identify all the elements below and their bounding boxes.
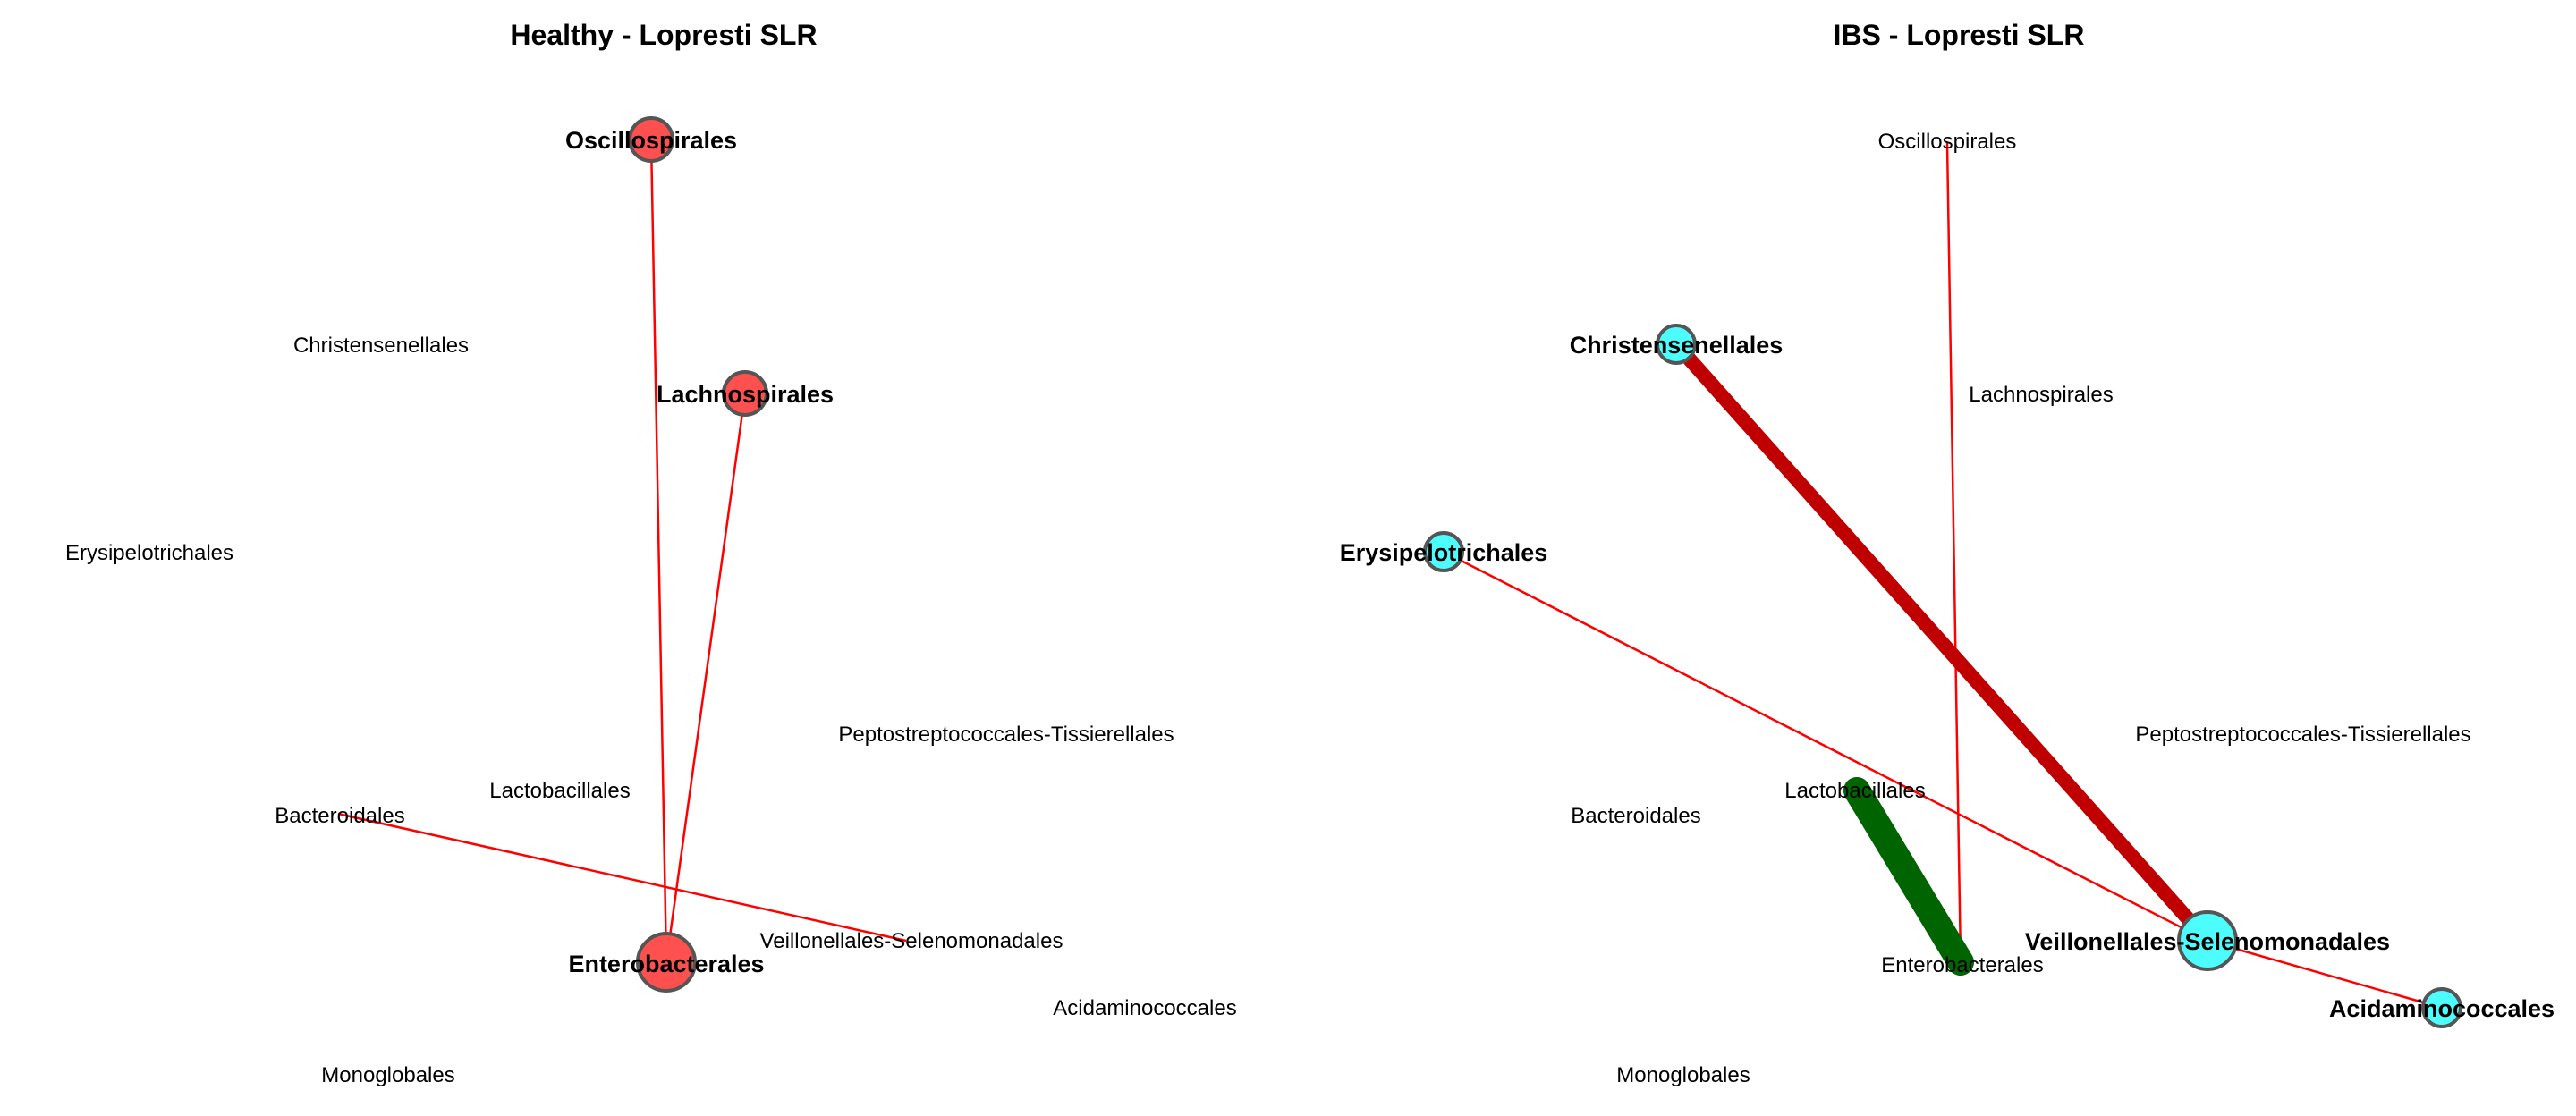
healthy-node-oscillospirales	[628, 116, 674, 163]
healthy-edge-oscillospirales-enterobacterales	[649, 139, 668, 963]
ibs-panel-title: IBS - Lopresti SLR	[1834, 19, 2085, 51]
healthy-labels: Oscillospirales Christensenellales Lachn…	[65, 127, 1237, 1087]
ibs-label-acidaminococcales: Acidaminococcales	[2329, 995, 2555, 1022]
healthy-node-lachnospirales	[722, 370, 768, 417]
ibs-panel: IBS - Lopresti SLR Oscillospirales Chris…	[1340, 19, 2555, 1087]
healthy-edges	[337, 139, 907, 963]
healthy-label-enterobacterales: Enterobacterales	[568, 951, 764, 977]
ibs-label-lachnospirales: Lachnospirales	[1969, 383, 2113, 407]
ibs-edges	[1443, 142, 2443, 1010]
ibs-label-lactobacillales: Lactobacillales	[1784, 779, 1925, 803]
healthy-label-christensenellales: Christensenellales	[293, 334, 469, 358]
ibs-edge-erysipelotrichales-veillonellales	[1443, 550, 2208, 943]
healthy-label-acidaminococcales: Acidaminococcales	[1053, 996, 1236, 1020]
ibs-node-veillonellales-selenomonadales	[2177, 910, 2238, 971]
healthy-label-monoglobales: Monoglobales	[321, 1063, 454, 1087]
ibs-edge-lactobacillales-enterobacterales	[1843, 777, 1974, 976]
ibs-node-acidaminococcales	[2421, 987, 2462, 1028]
healthy-panel-title: Healthy - Lopresti SLR	[510, 19, 817, 51]
ibs-label-monoglobales: Monoglobales	[1616, 1063, 1750, 1087]
ibs-edge-christensenellales-veillonellales	[1669, 337, 2215, 948]
ibs-label-veillonellales-selenomonadales: Veillonellales-Selenomonadales	[2025, 928, 2390, 955]
ibs-node-christensenellales	[1656, 324, 1697, 365]
healthy-edge-bacteroidales-veillonellales	[337, 812, 907, 943]
healthy-panel: Healthy - Lopresti SLR Oscillospirales C…	[65, 19, 1237, 1087]
healthy-label-bacteroidales: Bacteroidales	[275, 804, 404, 828]
healthy-label-lactobacillales: Lactobacillales	[489, 779, 630, 803]
ibs-label-erysipelotrichales: Erysipelotrichales	[1340, 539, 1548, 566]
ibs-label-oscillospirales: Oscillospirales	[1878, 130, 2017, 154]
ibs-label-peptostreptococcales-tissierellales: Peptostreptococcales-Tissierellales	[2135, 723, 2470, 747]
healthy-label-veillonellales-selenomonadales: Veillonellales-Selenomonadales	[760, 929, 1063, 953]
ibs-label-bacteroidales: Bacteroidales	[1571, 804, 1700, 828]
ibs-label-christensenellales: Christensenellales	[1570, 332, 1784, 359]
ibs-label-enterobacterales: Enterobacterales	[1881, 953, 2043, 977]
healthy-label-erysipelotrichales: Erysipelotrichales	[65, 541, 233, 565]
healthy-node-enterobacterales	[636, 932, 697, 993]
ibs-edge-oscillospirales-enterobacterales	[1945, 142, 1962, 963]
ibs-node-erysipelotrichales	[1423, 531, 1464, 572]
ibs-nodes	[1423, 324, 2462, 1028]
healthy-edge-lachnospirales-enterobacterales	[665, 393, 747, 963]
healthy-label-peptostreptococcales-tissierellales: Peptostreptococcales-Tissierellales	[838, 723, 1174, 747]
healthy-label-oscillospirales: Oscillospirales	[565, 127, 737, 154]
healthy-nodes	[628, 116, 768, 993]
ibs-edge-veillonellales-acidaminococcales	[2207, 939, 2443, 1010]
ibs-labels: Oscillospirales Christensenellales Lachn…	[1340, 130, 2555, 1087]
healthy-label-lachnospirales: Lachnospirales	[657, 381, 834, 408]
